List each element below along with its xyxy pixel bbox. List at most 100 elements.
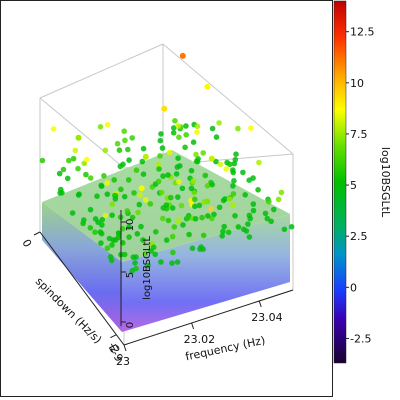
data-point (155, 178, 162, 185)
data-point (175, 123, 181, 129)
data-point (256, 159, 262, 166)
data-point (124, 208, 131, 214)
z-axis: 0 5 10 log10BSGLtL (120, 210, 153, 328)
data-point (104, 191, 111, 197)
data-point (169, 205, 176, 211)
data-point (278, 189, 285, 196)
highlight-points (75, 52, 215, 212)
data-point (87, 206, 94, 213)
y-tick-mark (110, 334, 117, 339)
data-point (165, 172, 171, 178)
data-point (107, 253, 114, 260)
data-point (156, 166, 162, 172)
data-point (230, 202, 236, 208)
data-point (199, 214, 205, 221)
data-point (135, 209, 141, 216)
data-point (230, 169, 236, 176)
data-point (189, 245, 196, 252)
data-point (188, 167, 195, 174)
y-tick-label: 0 (19, 237, 34, 250)
data-point (266, 199, 272, 205)
data-point (142, 197, 149, 203)
data-point (115, 234, 121, 241)
data-point (66, 157, 72, 164)
data-point (104, 180, 110, 186)
x-tick-mark (258, 300, 262, 308)
x-tick-mark (191, 322, 195, 330)
colorbar: -2.5 0 2.5 5 7.5 10 12.5 log10BSGLtL (333, 0, 392, 364)
data-point (185, 215, 191, 221)
data-point (60, 166, 67, 173)
data-point (153, 229, 159, 235)
data-point (157, 137, 164, 144)
data-point (104, 122, 111, 128)
colorbar-tick-label: 12.5 (350, 26, 375, 39)
data-point (190, 139, 197, 145)
data-point (133, 167, 140, 173)
data-point (158, 259, 164, 265)
data-point (126, 157, 132, 163)
data-point-high (75, 134, 82, 141)
data-point (217, 161, 224, 168)
data-point (140, 171, 147, 177)
data-point (204, 183, 211, 189)
data-point (216, 120, 222, 126)
data-point (186, 231, 192, 238)
data-point (109, 212, 115, 218)
data-point (76, 191, 82, 197)
data-point (168, 194, 174, 201)
colorbar-tick-label: 7.5 (350, 128, 368, 141)
data-point (174, 164, 181, 170)
data-point (140, 145, 147, 152)
data-point (200, 150, 206, 156)
data-point (121, 193, 128, 200)
data-point (231, 160, 238, 167)
data-point-high (179, 52, 186, 59)
data-point (213, 134, 220, 140)
data-point (158, 131, 164, 137)
data-point (180, 222, 186, 228)
data-point (171, 224, 178, 230)
data-point (245, 221, 251, 227)
data-point (246, 177, 252, 183)
data-point (175, 155, 181, 161)
data-point (102, 212, 109, 219)
data-point (70, 155, 77, 162)
data-point (125, 177, 132, 183)
data-point (232, 213, 238, 219)
data-point (114, 140, 121, 147)
data-point (126, 234, 132, 240)
data-point-high (204, 83, 211, 90)
data-point (271, 206, 277, 213)
data-point (246, 212, 253, 219)
data-point-high (204, 198, 211, 205)
data-point (109, 242, 115, 248)
x-tick-mark (123, 344, 127, 352)
data-point (240, 169, 246, 176)
data-point (157, 153, 163, 159)
data-point (246, 234, 253, 240)
data-point (64, 175, 71, 182)
data-point (179, 185, 186, 192)
data-point (87, 175, 94, 181)
data-point (230, 183, 236, 189)
data-point (248, 125, 254, 131)
data-point (178, 202, 185, 209)
data-point (133, 254, 139, 260)
colorbar-tick-label: 10 (350, 77, 364, 90)
data-point (231, 178, 237, 184)
data-point (268, 218, 275, 225)
data-point (129, 214, 136, 221)
data-point-outlier (208, 206, 214, 212)
data-point (152, 251, 158, 258)
data-point (172, 118, 178, 124)
data-point (57, 190, 63, 196)
data-point (202, 172, 209, 179)
data-point (226, 196, 233, 202)
data-point-high (142, 153, 149, 160)
colorbar-tick-label: 0 (350, 281, 357, 294)
data-point (75, 165, 81, 172)
z-axis-label: log10BSGLtL (142, 236, 153, 300)
data-point (174, 259, 181, 265)
